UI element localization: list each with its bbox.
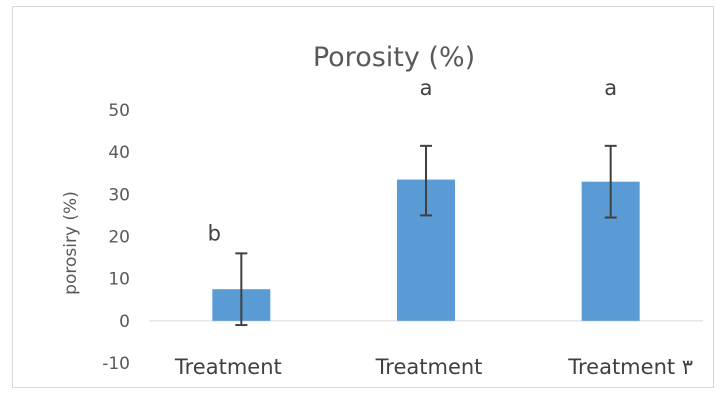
y-tick-label-0: -10 bbox=[102, 354, 130, 374]
category-label-1: Treatment bbox=[174, 355, 282, 379]
y-tick-label-1: 0 bbox=[119, 312, 130, 332]
y-tick-label-3: 20 bbox=[108, 228, 130, 248]
y-axis-label: porosiry (%) bbox=[61, 191, 81, 295]
significance-letter-3: a bbox=[604, 76, 617, 100]
category-label-3: Treatment ٣ bbox=[567, 355, 693, 379]
significance-letter-1: b bbox=[208, 222, 221, 246]
significance-letter-2: a bbox=[420, 76, 433, 100]
y-tick-label-6: 50 bbox=[108, 101, 130, 121]
error-bars bbox=[235, 144, 617, 327]
category-label-2: Treatment bbox=[375, 355, 483, 379]
chart-svg: Porosity (%) porosiry (%) -10 0 10 20 30 40 50… bbox=[61, 42, 703, 379]
error-bar-2 bbox=[420, 144, 432, 217]
y-tick-labels: -10 0 10 20 30 40 50 bbox=[102, 101, 130, 374]
significance-letters: b a a bbox=[208, 76, 617, 246]
chart-area: Porosity (%) porosiry (%) -10 0 10 20 30 40 50… bbox=[12, 6, 714, 388]
error-bar-1 bbox=[235, 252, 248, 327]
category-labels: Treatment١Treatment٢Treatment ٣ bbox=[174, 355, 693, 379]
error-bar-3 bbox=[604, 144, 617, 219]
y-tick-label-2: 10 bbox=[108, 270, 130, 290]
chart-title: Porosity (%) bbox=[313, 42, 475, 73]
y-tick-label-5: 40 bbox=[108, 143, 130, 163]
y-tick-label-4: 30 bbox=[108, 185, 130, 205]
